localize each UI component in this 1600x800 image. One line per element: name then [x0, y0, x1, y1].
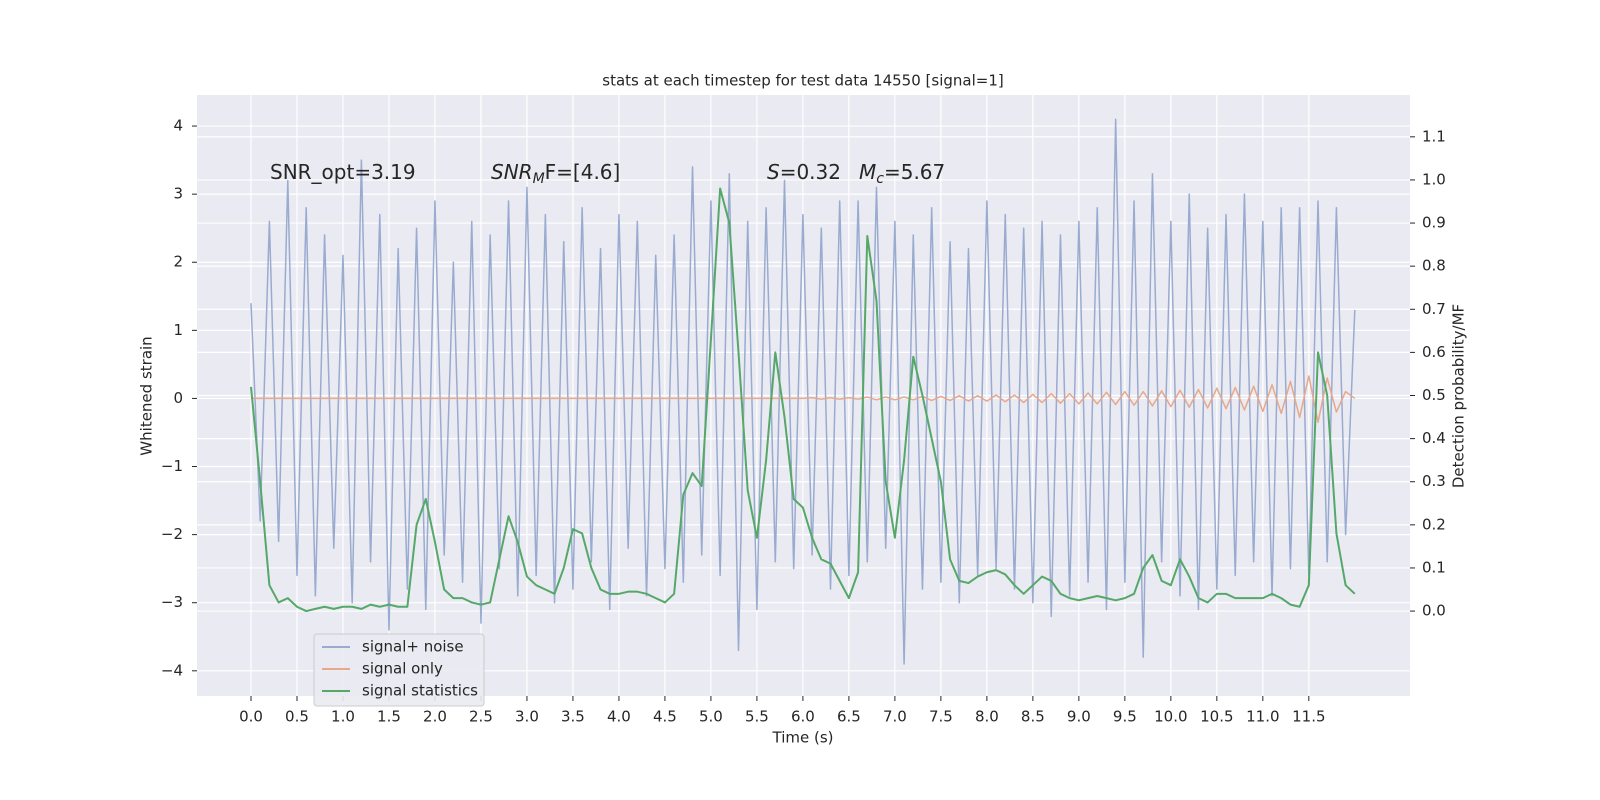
annotation-part: SNR_opt=3.19 [270, 160, 416, 184]
x-tick-label: 3.5 [561, 708, 585, 726]
x-tick-label: 2.0 [423, 708, 447, 726]
annotation-part: S [767, 160, 780, 184]
y-tick-label: −3 [161, 593, 183, 611]
x-tick-label: 8.5 [1021, 708, 1045, 726]
legend-label: signal+ noise [362, 638, 464, 656]
series-line [250, 375, 1356, 424]
legend-box [313, 633, 485, 707]
annotation: S=0.32 [767, 160, 841, 184]
x-tick-label: 0.0 [239, 708, 263, 726]
x-tick-label: 11.5 [1292, 708, 1325, 726]
y2-tick-label: 0.8 [1422, 257, 1446, 275]
legend-label: signal only [362, 660, 443, 678]
annotation-part: =5.67 [884, 160, 945, 184]
x-tick-label: 9.5 [1113, 708, 1137, 726]
annotation-part: F=[4.6] [545, 160, 621, 184]
legend-label: signal statistics [362, 682, 478, 700]
y2-tick-label: 0.3 [1422, 472, 1446, 490]
x-tick-label: 4.5 [653, 708, 677, 726]
x-axis-label: Time (s) [772, 729, 834, 747]
y-axis-label: Whitened strain [138, 336, 156, 455]
y-tick-label: −2 [161, 525, 183, 543]
series-line [249, 187, 1356, 613]
annotation-part: SNR [491, 160, 533, 184]
y2-tick-label: 1.1 [1422, 127, 1446, 145]
y-tick-label: −1 [161, 457, 183, 475]
grid [197, 95, 1410, 696]
annotation: SNRMF=[4.6] [491, 160, 620, 188]
y-tick-label: 3 [173, 185, 183, 203]
y2-tick-label: 0.5 [1422, 386, 1446, 404]
x-tick-label: 2.5 [469, 708, 493, 726]
x-tick-label: 5.0 [699, 708, 723, 726]
x-tick-label: 8.0 [975, 708, 999, 726]
x-tick-label: 4.0 [607, 708, 631, 726]
y2-axis-label: Detection probability/MF [1450, 304, 1468, 488]
annotation-part: =0.32 [780, 160, 841, 184]
y-tick-label: 0 [173, 389, 183, 407]
x-tick-label: 7.5 [929, 708, 953, 726]
x-tick-label: 1.0 [331, 708, 355, 726]
y-tick-label: 4 [173, 117, 183, 135]
y2-tick-label: 0.7 [1422, 300, 1446, 318]
annotation: SNR_opt=3.19 [270, 160, 416, 184]
x-tick-label: 7.0 [883, 708, 907, 726]
x-tick-label: 6.0 [791, 708, 815, 726]
annotation: Mc=5.67 [859, 160, 945, 188]
annotation-part: c [876, 171, 884, 187]
annotation-part: M [859, 160, 876, 184]
series-line [250, 118, 1356, 665]
y2-tick-label: 0.6 [1422, 343, 1446, 361]
x-tick-label: 10.0 [1154, 708, 1187, 726]
y-tick-label: −4 [161, 661, 183, 679]
annotation-part: M [533, 171, 545, 187]
x-tick-label: 6.5 [837, 708, 861, 726]
y-tick-label: 2 [173, 253, 183, 271]
x-tick-label: 0.5 [285, 708, 309, 726]
x-tick-label: 3.0 [515, 708, 539, 726]
labels: 0.0 0.5 1.0 1.5 2.0 2.5 3.0 3.5 4.0 4.5 5.0 5.5 6.0 6… [161, 117, 1446, 726]
y-tick-label: 1 [173, 321, 183, 339]
y2-tick-label: 0.0 [1422, 602, 1446, 620]
y2-tick-label: 0.9 [1422, 214, 1446, 232]
x-tick-label: 9.0 [1067, 708, 1091, 726]
y2-tick-label: 0.1 [1422, 558, 1446, 576]
chart-title: stats at each timestep for test data 145… [602, 72, 1003, 90]
x-tick-label: 1.5 [377, 708, 401, 726]
x-tick-label: 10.5 [1200, 708, 1233, 726]
y2-tick-label: 1.0 [1422, 170, 1446, 188]
marks [249, 118, 1356, 665]
x-tick-label: 11.0 [1246, 708, 1279, 726]
y2-tick-label: 0.2 [1422, 515, 1446, 533]
x-tick-label: 5.5 [745, 708, 769, 726]
y2-tick-label: 0.4 [1422, 429, 1446, 447]
